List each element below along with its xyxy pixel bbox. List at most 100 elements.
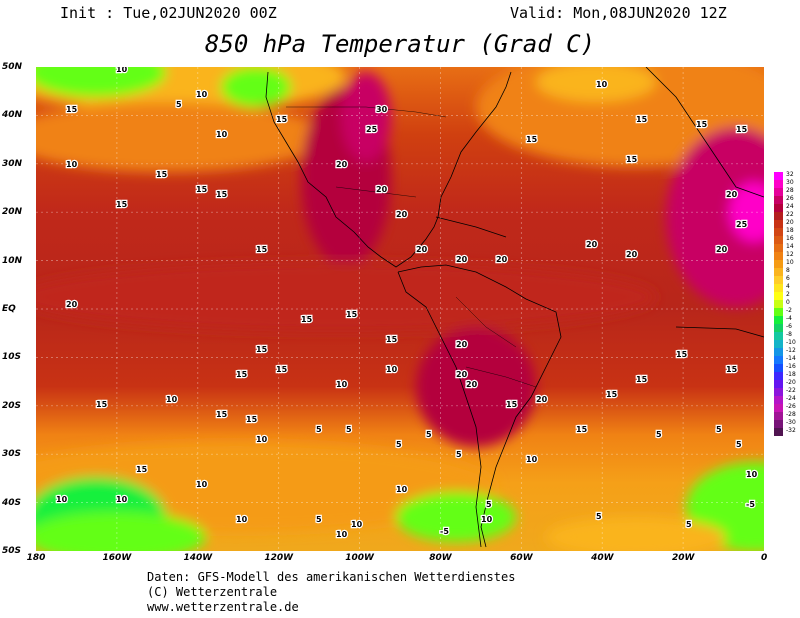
colorbar-label: -10 xyxy=(786,339,796,346)
colorbar-label: 4 xyxy=(786,283,790,290)
colorbar-swatch xyxy=(774,420,783,429)
colorbar-label: 18 xyxy=(786,227,794,234)
longitude-label: 40W xyxy=(591,553,614,563)
contour-label: 15 xyxy=(736,125,748,134)
latitude-label: 20S xyxy=(2,400,22,411)
colorbar-swatch xyxy=(774,196,783,205)
contour-label: 10 xyxy=(56,495,68,504)
contour-label: 15 xyxy=(256,245,268,254)
colorbar-label: 26 xyxy=(786,195,794,202)
colorbar-swatch xyxy=(774,324,783,333)
longitude-label: 60W xyxy=(510,553,533,563)
contour-label: 15 xyxy=(301,315,313,324)
contour-label: 15 xyxy=(726,365,738,374)
contour-label: 20 xyxy=(376,185,388,194)
colorbar-label: 8 xyxy=(786,267,790,274)
contour-label: -5 xyxy=(440,527,449,536)
contour-label: 15 xyxy=(276,365,288,374)
contour-label: 25 xyxy=(736,220,748,229)
contour-label: 15 xyxy=(66,105,78,114)
contour-label: 15 xyxy=(636,115,648,124)
colorbar-label: -4 xyxy=(786,315,792,322)
contour-label: 15 xyxy=(506,400,518,409)
colorbar-swatch xyxy=(774,188,783,197)
contour-label: 15 xyxy=(116,200,128,209)
colorbar-label: -6 xyxy=(786,323,792,330)
latitude-label: 10N xyxy=(2,255,23,266)
contour-label: 10 xyxy=(216,130,228,139)
contour-label: 15 xyxy=(276,115,288,124)
contour-label: 20 xyxy=(536,395,548,404)
contour-label: 15 xyxy=(526,135,538,144)
colorbar-label: -2 xyxy=(786,307,792,314)
contour-labels: 1010515151010151515151515151515101520202… xyxy=(55,67,759,540)
colorbar-swatch xyxy=(774,220,783,229)
longitude-label: 80W xyxy=(429,553,452,563)
contour-label: 30 xyxy=(376,105,388,114)
colorbar-label: 16 xyxy=(786,235,794,242)
colorbar-swatch xyxy=(774,364,783,373)
colorbar-swatch xyxy=(774,428,783,436)
contour-label: 15 xyxy=(236,370,248,379)
colorbar-label: 10 xyxy=(786,259,794,266)
colorbar-swatch xyxy=(774,316,783,325)
longitude-label: 140W xyxy=(183,553,213,563)
latitude-label: 50N xyxy=(2,62,23,72)
contour-label: 15 xyxy=(136,465,148,474)
colorbar-swatch xyxy=(774,284,783,293)
colorbar-label: -22 xyxy=(786,387,796,394)
contour-label: 5 xyxy=(176,100,182,109)
colorbar-swatch xyxy=(774,268,783,277)
colorbar-swatch xyxy=(774,260,783,269)
contour-label: 5 xyxy=(656,430,662,439)
contour-label: 15 xyxy=(626,155,638,164)
contour-label: 15 xyxy=(386,335,398,344)
contour-label: 10 xyxy=(336,530,348,539)
colorbar-label: -12 xyxy=(786,347,796,354)
colorbar-swatch xyxy=(774,332,783,341)
contour-label: -5 xyxy=(746,500,755,509)
footer-url[interactable]: www.wetterzentrale.de xyxy=(147,600,299,614)
colorbar-label: 32 xyxy=(786,171,794,178)
contour-label: 20 xyxy=(456,370,468,379)
contour-label: 20 xyxy=(726,190,738,199)
contour-label: 5 xyxy=(316,515,322,524)
contour-label: 15 xyxy=(676,350,688,359)
contour-label: 10 xyxy=(196,480,208,489)
colorbar-label: -26 xyxy=(786,403,796,410)
contour-label: 5 xyxy=(346,425,352,434)
contour-label: 15 xyxy=(256,345,268,354)
contour-label: 10 xyxy=(116,495,128,504)
colorbar-swatch xyxy=(774,228,783,237)
contour-label: 15 xyxy=(696,120,708,129)
contour-label: 25 xyxy=(366,125,378,134)
valid-time: Valid: Mon,08JUN2020 12Z xyxy=(510,4,727,22)
colorbar-label: 20 xyxy=(786,219,794,226)
contour-label: 10 xyxy=(66,160,78,169)
contour-label: 15 xyxy=(196,185,208,194)
colorbar-label: -14 xyxy=(786,355,796,362)
colorbar xyxy=(774,172,783,436)
colorbar-swatch xyxy=(774,340,783,349)
contour-label: 20 xyxy=(456,340,468,349)
colorbar-label: -18 xyxy=(786,371,796,378)
contour-label: 15 xyxy=(156,170,168,179)
colorbar-label: -24 xyxy=(786,395,796,402)
colorbar-label: -28 xyxy=(786,411,796,418)
colorbar-label: 6 xyxy=(786,275,790,282)
latitude-label: 30S xyxy=(2,449,22,460)
colorbar-label: 30 xyxy=(786,179,794,186)
colorbar-swatch xyxy=(774,412,783,421)
colorbar-label: -20 xyxy=(786,379,796,386)
longitude-label: 180 xyxy=(26,553,46,563)
colorbar-label: 12 xyxy=(786,251,794,258)
contour-label: 10 xyxy=(196,90,208,99)
latitude-label: EQ xyxy=(2,304,16,314)
footer: Daten: GFS-Modell des amerikanischen Wet… xyxy=(147,570,515,615)
contour-label: 5 xyxy=(486,500,492,509)
contour-label: 5 xyxy=(596,512,602,521)
colorbar-swatch xyxy=(774,276,783,285)
colorbar-label: 24 xyxy=(786,203,794,210)
colorbar-swatch xyxy=(774,300,783,309)
contour-label: 20 xyxy=(466,380,478,389)
